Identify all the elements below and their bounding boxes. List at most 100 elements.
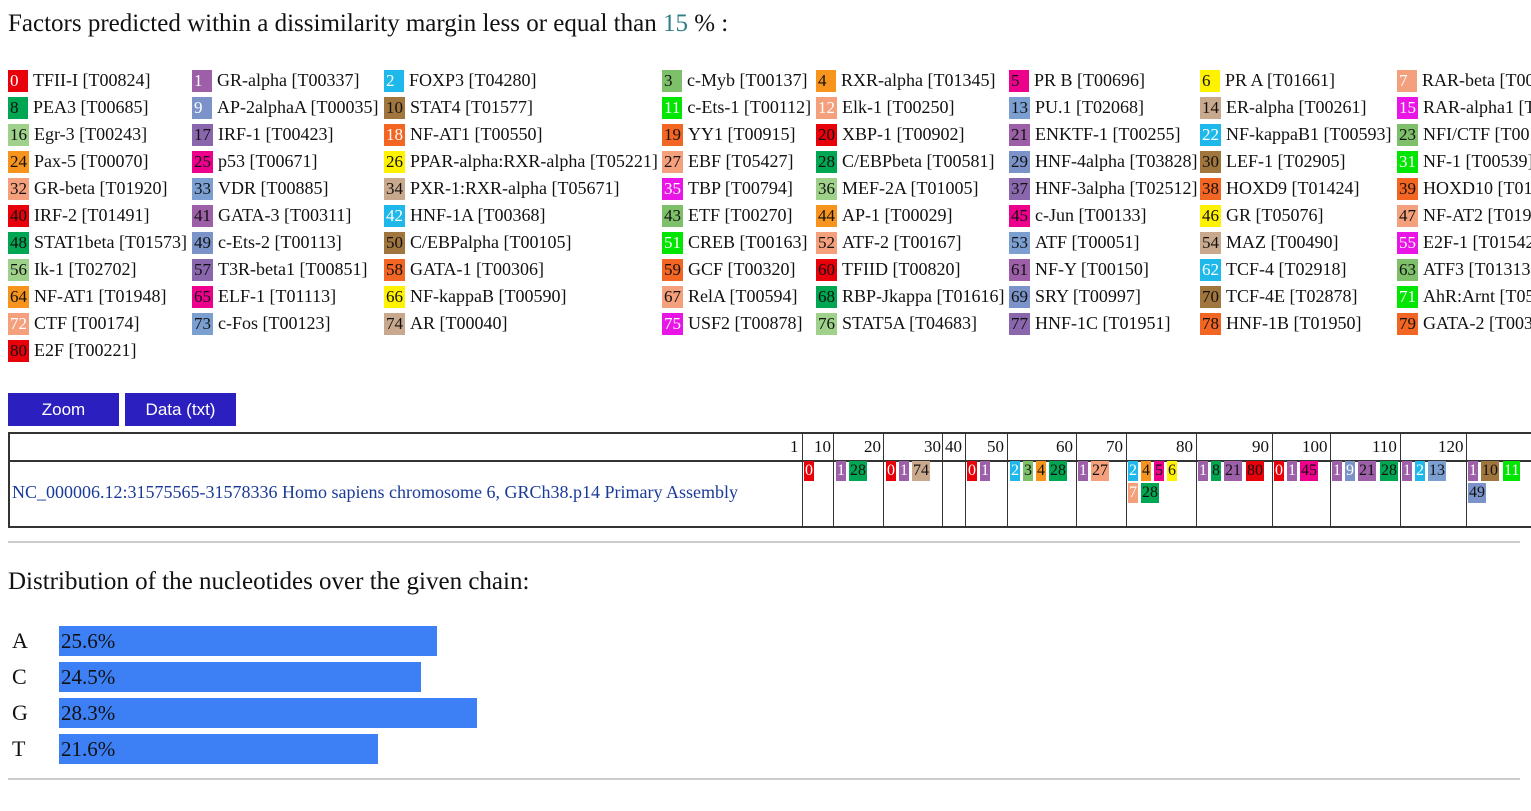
position-tick: 40 [945, 437, 962, 456]
binding-site-marker[interactable]: 9 [1345, 461, 1355, 481]
base-label: A [12, 628, 28, 653]
percent-bar: 21.6% [59, 734, 378, 764]
zoom-button[interactable]: Zoom [8, 393, 119, 426]
binding-site-marker[interactable]: 80 [1246, 461, 1264, 481]
column-divider [802, 434, 803, 526]
binding-site-marker[interactable]: 1 [1402, 461, 1412, 481]
legend-swatch: 25 [192, 150, 213, 173]
binding-site-marker[interactable]: 2 [1010, 461, 1020, 481]
legend-label: E2F-1 [T01542 [1423, 232, 1531, 252]
legend-swatch: 43 [662, 204, 683, 227]
binding-site-marker[interactable]: 45 [1300, 461, 1318, 481]
legend-item: 62 TCF-4 [T02918] [1200, 257, 1347, 282]
binding-site-marker[interactable]: 27 [1091, 461, 1109, 481]
binding-site-marker[interactable]: 6 [1167, 461, 1177, 481]
binding-site-marker[interactable]: 28 [1141, 483, 1159, 503]
binding-site-marker[interactable]: 4 [1036, 461, 1046, 481]
legend-label: T3R-beta1 [T00851] [218, 259, 368, 279]
legend-label: CREB [T00163] [688, 232, 808, 252]
legend-label: USF2 [T00878] [688, 313, 803, 333]
binding-site-marker[interactable]: 10 [1481, 461, 1499, 481]
binding-site-marker[interactable]: 21 [1224, 461, 1242, 481]
margin-value: 15 [662, 10, 688, 37]
binding-site-marker[interactable]: 0 [804, 461, 814, 481]
binding-site-marker[interactable]: 8 [1211, 461, 1221, 481]
legend-swatch: 20 [816, 123, 837, 146]
legend-item: 20 XBP-1 [T00902] [816, 122, 965, 147]
legend-swatch: 48 [8, 231, 29, 254]
binding-site-marker[interactable]: 2 [1128, 461, 1138, 481]
binding-site-marker[interactable]: 1 [1468, 461, 1478, 481]
binding-site-marker[interactable]: 1 [1198, 461, 1208, 481]
legend-swatch: 4 [816, 69, 836, 92]
binding-site-marker[interactable]: 1 [836, 461, 846, 481]
legend-item: 74 AR [T00040] [384, 311, 508, 336]
distribution-row: T 21.6% [12, 734, 378, 764]
binding-site-marker[interactable]: 28 [1380, 461, 1398, 481]
legend-swatch: 50 [384, 231, 405, 254]
legend-swatch: 18 [384, 123, 405, 146]
sequence-name-link[interactable]: NC_000006.12:31575565-31578336 Homo sapi… [12, 482, 738, 502]
binding-site-marker[interactable]: 5 [1154, 461, 1164, 481]
legend-label: RAR-alpha1 [T [1423, 97, 1531, 117]
binding-site-marker[interactable]: 1 [899, 461, 909, 481]
binding-site-marker[interactable]: 11 [1503, 461, 1521, 481]
binding-site-marker[interactable]: 0 [1274, 461, 1284, 481]
legend-swatch: 30 [1200, 150, 1221, 173]
legend-swatch: 76 [816, 312, 837, 335]
binding-site-marker[interactable]: 28 [849, 461, 867, 481]
legend-label: ATF [T00051] [1035, 232, 1140, 252]
legend-swatch: 32 [8, 177, 29, 200]
legend-swatch: 74 [384, 312, 405, 335]
binding-site-marker[interactable]: 3 [1023, 461, 1033, 481]
legend-label: HNF-1B [T01950] [1226, 313, 1362, 333]
legend-label: STAT4 [T01577] [410, 97, 534, 117]
legend-item: 8 PEA3 [T00685] [8, 95, 149, 120]
binding-site-marker[interactable]: 1 [1287, 461, 1297, 481]
legend-label: c-Ets-2 [T00113] [218, 232, 342, 252]
binding-site-marker[interactable]: 4 [1141, 461, 1151, 481]
legend-item: 22 NF-kappaB1 [T00593] [1200, 122, 1391, 147]
legend-label: HNF-4alpha [T03828] [1035, 151, 1198, 171]
binding-site-marker[interactable]: 13 [1428, 461, 1446, 481]
binding-site-marker[interactable]: 2 [1415, 461, 1425, 481]
binding-site-marker[interactable]: 21 [1358, 461, 1376, 481]
legend-label: TCF-4 [T02918] [1226, 259, 1347, 279]
legend-label: NFI/CTF [T00 [1423, 124, 1530, 144]
legend-label: SRY [T00997] [1035, 286, 1141, 306]
percent-bar: 28.3% [59, 698, 477, 728]
base-label: C [12, 664, 27, 689]
binding-site-marker[interactable]: 7 [1128, 483, 1138, 503]
legend-swatch: 9 [192, 96, 212, 119]
data-txt-button[interactable]: Data (txt) [125, 393, 236, 426]
binding-site-marker[interactable]: 0 [886, 461, 896, 481]
legend-swatch: 55 [1397, 231, 1418, 254]
percent-bar: 24.5% [59, 662, 421, 692]
legend-swatch: 64 [8, 285, 29, 308]
legend-label: p53 [T00671] [218, 151, 318, 171]
legend-label: ETF [T00270] [688, 205, 793, 225]
legend-label: GR-alpha [T00337] [217, 70, 360, 90]
binding-site-marker[interactable]: 0 [967, 461, 977, 481]
legend-swatch: 60 [816, 258, 837, 281]
position-tick: 60 [1056, 437, 1073, 456]
binding-site-marker[interactable]: 74 [912, 461, 930, 481]
binding-site-marker[interactable]: 49 [1468, 483, 1486, 503]
legend-swatch: 7 [1397, 69, 1417, 92]
legend-label: RAR-beta [T00 [1422, 70, 1531, 90]
legend-swatch: 35 [662, 177, 683, 200]
binding-site-marker[interactable]: 1 [1078, 461, 1088, 481]
legend-label: TFIID [T00820] [842, 259, 961, 279]
legend-swatch: 13 [1009, 96, 1030, 119]
legend-label: Elk-1 [T00250] [842, 97, 955, 117]
binding-site-marker[interactable]: 28 [1049, 461, 1067, 481]
legend-swatch: 8 [8, 96, 28, 119]
binding-site-marker[interactable]: 1 [980, 461, 990, 481]
legend-label: C/EBPalpha [T00105] [410, 232, 572, 252]
legend-label: PPAR-alpha:RXR-alpha [T05221] [410, 151, 658, 171]
position-tick: 100 [1302, 437, 1328, 456]
legend-swatch: 65 [192, 285, 213, 308]
legend-label: ELF-1 [T01113] [218, 286, 337, 306]
legend-label: GR [T05076] [1226, 205, 1324, 225]
binding-site-marker[interactable]: 1 [1332, 461, 1342, 481]
